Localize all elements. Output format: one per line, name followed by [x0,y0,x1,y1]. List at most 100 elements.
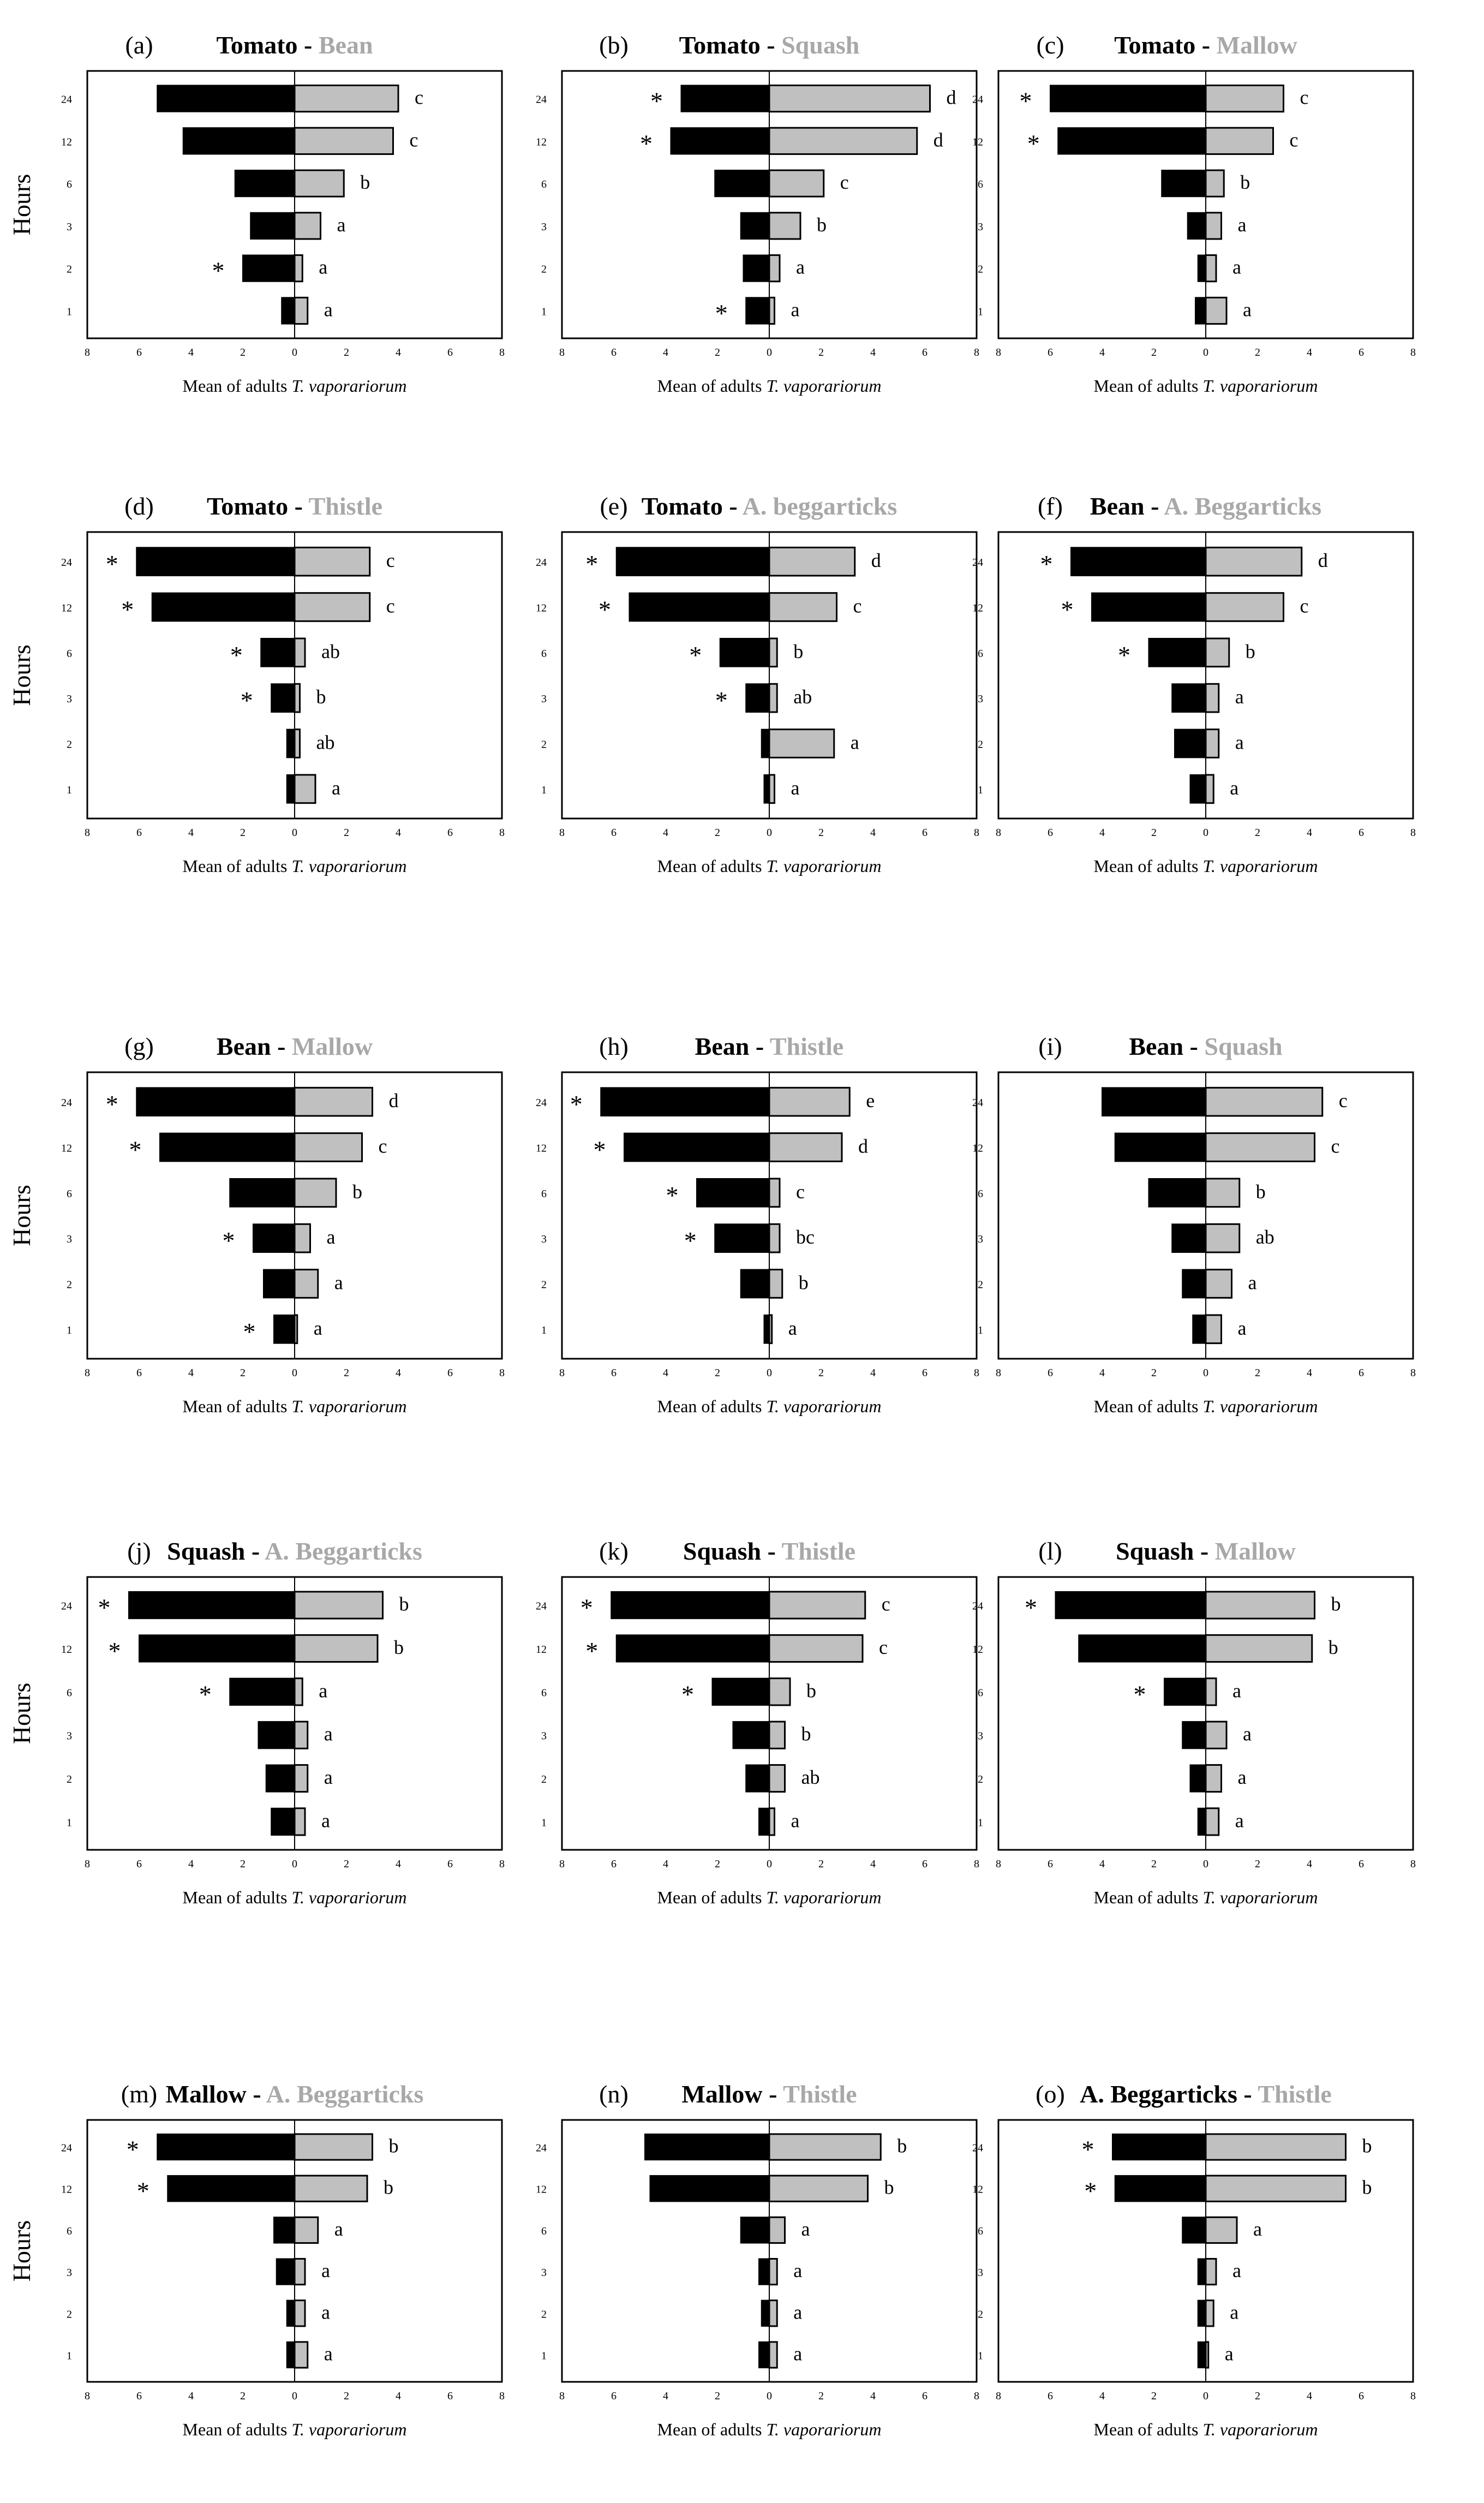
panel-n-bar-right-3 [768,2257,778,2286]
panel-a-label: (a) [125,31,153,59]
panel-i-bar-right-3 [1205,1223,1241,1253]
panel-f-title-right: A. Beggarticks [1164,492,1321,520]
panel-g-title-right: Mallow [292,1032,373,1060]
panel-o-tick-24: 24 [972,2142,983,2154]
panel-g-letter-24: d [389,1090,399,1112]
panel-l-tick-2: 2 [978,1773,983,1785]
panel-l-xtick-5: 2 [1255,1858,1260,1870]
panel-b-tick-12: 12 [536,136,547,148]
panel-b-title-left: Tomato - [679,31,781,59]
panel-h-xtick-8: 8 [974,1367,979,1379]
panel-f-letter-3: a [1235,686,1244,708]
panel-e-label: (e) [600,492,627,520]
panel-e-tick-24: 24 [536,557,547,569]
panel-l-star-6: * [1134,1680,1146,1708]
panel-f-bar-left-2 [1174,728,1206,758]
panel-f-star-6: * [1118,641,1130,669]
panel-h-bar-right-3 [768,1223,781,1253]
panel-g-bar-left-2 [263,1269,295,1299]
panel-n-xlabel-species: T. vaporariorum [766,2420,881,2439]
panel-g-bar-right-1 [294,1314,298,1345]
panel-o-bar-right-2 [1205,2299,1214,2327]
panel-j-bar-right-6 [294,1677,303,1706]
panel-c-bar-left-6 [1161,170,1206,198]
panel-b-xtick-0: 8 [559,347,565,359]
panel-k-xtick-4: 0 [767,1858,772,1870]
panel-n-xtick-8: 8 [974,2390,979,2402]
panel-i-xtick-6: 4 [1307,1367,1312,1379]
panel-k-tick-3: 3 [541,1730,547,1742]
panel-n-bar-right-1 [768,2341,778,2369]
panel-a-xtick-0: 8 [85,347,90,359]
panel-k-bar-left-6 [711,1677,770,1706]
panel-j-xlabel-prefix: Mean of adults [183,1887,292,1907]
panel-e-tick-6: 6 [541,648,547,660]
panel-d-bar-left-6 [260,638,295,667]
panel-g-bar-right-24 [294,1086,373,1117]
panel-m-tick-12: 12 [61,2184,72,2196]
panel-k-letter-3: b [801,1723,811,1745]
panel-o-xtick-1: 6 [1048,2390,1053,2402]
panel-k-tick-24: 24 [536,1600,547,1612]
panel-i-bar-left-3 [1171,1223,1206,1253]
panel-k-letter-24: c [882,1593,890,1615]
panel-g-xtick-1: 6 [136,1367,142,1379]
panel-f-bar-right-1 [1205,774,1214,804]
panel-k-xtick-7: 6 [922,1858,927,1870]
panel-i-xtick-0: 8 [996,1367,1001,1379]
panel-b-letter-1: a [791,298,800,320]
panel-e-xtick-5: 2 [818,827,824,839]
panel-n-xtick-4: 0 [767,2390,772,2402]
panel-e-bar-left-6 [719,638,770,667]
panel-g-star-24: * [106,1090,118,1118]
panel-n-tick-2: 2 [541,2308,547,2320]
panel-d-star-12: * [121,596,134,624]
panel-c-bar-left-24 [1050,85,1206,112]
panel-i-xtick-8: 8 [1410,1367,1416,1379]
panel-f-xtick-2: 4 [1099,827,1105,839]
panel-d-xtick-4: 0 [292,827,297,839]
panel-a-tick-2: 2 [67,264,72,276]
panel-d-star-24: * [106,550,118,578]
panel-l-bar-left-2 [1189,1764,1206,1793]
panel-o-letter-1: a [1225,2343,1234,2364]
panel-b-letter-6: c [840,171,849,193]
panel-n-tick-1: 1 [541,2350,547,2362]
panel-c-letter-2: a [1232,256,1241,278]
panel-g-star-12: * [129,1136,142,1164]
panel-k-tick-1: 1 [541,1817,547,1829]
panel-k-title-left: Squash - [683,1537,782,1565]
panel-l-xtick-4: 0 [1203,1858,1208,1870]
panel-l-letter-1: a [1235,1809,1244,1831]
panel-a-xtick-1: 6 [136,347,142,359]
panel-j-tick-2: 2 [67,1773,72,1785]
panel-c-bar-right-24 [1205,84,1284,113]
panel-g-bar-left-6 [229,1178,295,1208]
panel-b-xtick-4: 0 [767,347,772,359]
panel-d-title: Tomato - Thistle [207,492,382,520]
panel-f-letter-24: d [1318,549,1328,571]
panel-b-letter-12: d [934,129,943,151]
panel-c-xtick-7: 6 [1359,347,1364,359]
panel-c-title: Tomato - Mallow [1114,31,1297,59]
panel-j-label: (j) [127,1537,151,1565]
panel-i-letter-24: c [1339,1090,1348,1112]
panel-h-bar-left-2 [740,1269,770,1299]
panel-m-letter-3: a [321,2260,330,2281]
panel-f-bar-right-24 [1205,546,1303,577]
panel-d-xlabel-prefix: Mean of adults [183,856,292,876]
panel-a-xlabel-species: T. vaporariorum [291,376,406,396]
panel-l-letter-24: b [1331,1593,1341,1615]
panel-h-star-24: * [570,1090,583,1118]
panel-k-letter-12: c [879,1636,888,1658]
panel-f-letter-2: a [1235,732,1244,754]
panel-c-bar-left-12 [1057,127,1206,155]
panel-k-letter-2: ab [801,1766,820,1788]
panel-o-tick-12: 12 [972,2184,983,2196]
panel-d-tick-6: 6 [67,648,72,660]
panel-f-bar-left-24 [1070,547,1206,576]
panel-d-letter-12: c [386,595,395,617]
panel-j-letter-12: b [394,1636,404,1658]
panel-n-xlabel: Mean of adults T. vaporariorum [657,2420,882,2439]
panel-k-tick-6: 6 [541,1687,547,1699]
